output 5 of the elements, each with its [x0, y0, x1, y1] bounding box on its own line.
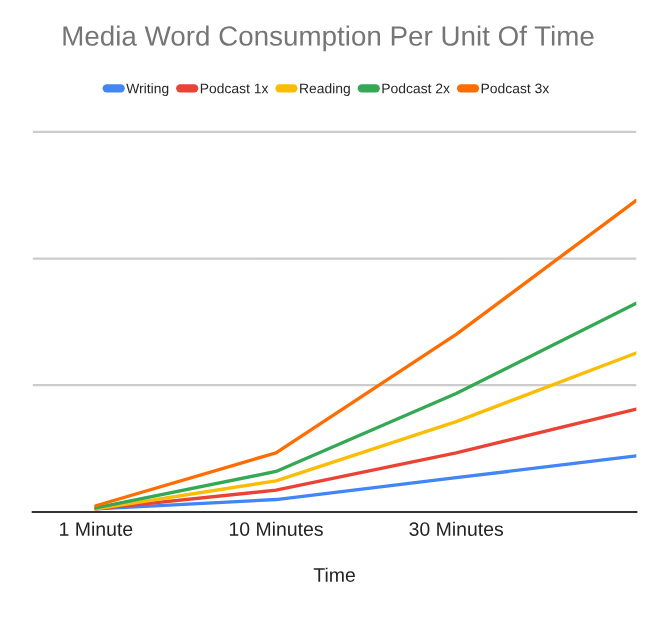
x-tick-label: 30 Minutes: [409, 521, 504, 536]
x-tick-label: 10 Minutes: [229, 521, 323, 536]
x-axis-title: Time: [313, 567, 355, 582]
chart-title: Media Word Consumption Per Unit Of Time: [63, 25, 594, 52]
x-tick-label: 1 Minute: [60, 521, 133, 536]
